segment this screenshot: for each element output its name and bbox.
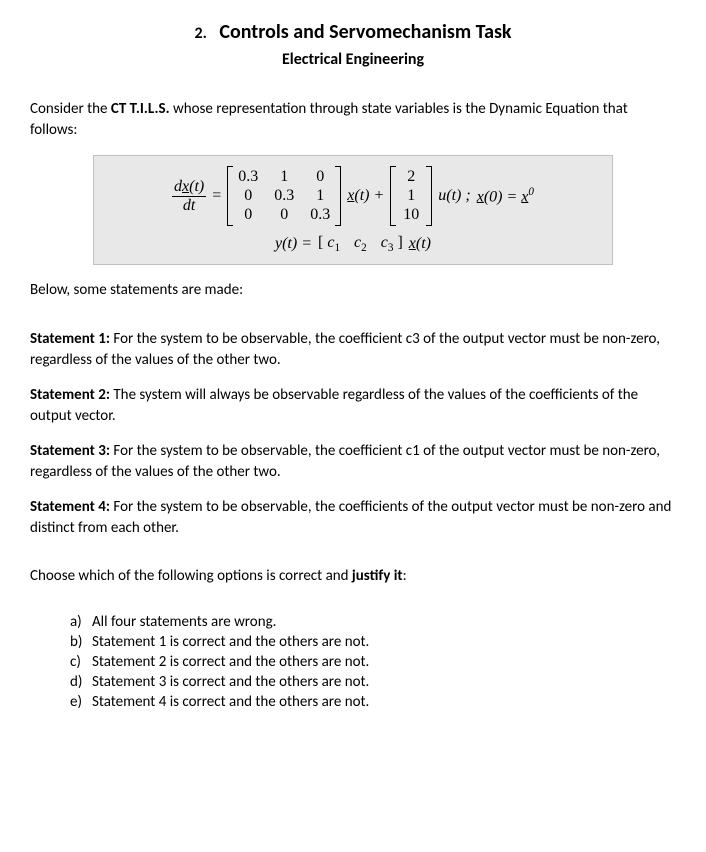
statement-3: Statement 3: For the system to be observ… [30,441,676,483]
y-post: (t) [416,235,431,252]
c2s: 2 [361,242,367,254]
s3-text: For the system to be observable, the coe… [30,442,660,481]
opt-a-lbl: a) [70,613,92,631]
title-line: 2. Controls and Servomechanism Task [30,20,676,44]
a11: 0.3 [237,168,259,186]
option-e: e)Statement 4 is correct and the others … [70,693,676,711]
opt-e-text: Statement 4 is correct and the others ar… [92,693,369,711]
option-b: b)Statement 1 is correct and the others … [70,633,676,651]
s1-text: For the system to be observable, the coe… [30,330,660,369]
option-c: c)Statement 2 is correct and the others … [70,653,676,671]
opt-b-text: Statement 1 is correct and the others ar… [92,633,369,651]
a22: 0.3 [273,187,295,205]
c1s: 1 [334,242,340,254]
opt-c-lbl: c) [70,653,92,671]
a13: 0 [309,168,331,186]
x-of-t-plus: (t) + [354,187,384,204]
x0-x: x [477,188,484,205]
choose-text: Choose which of the following options is… [30,567,676,585]
a32: 0 [273,206,295,224]
frac-d: d [174,178,182,195]
s2-text: The system will always be observable reg… [30,386,638,425]
c-row-vector: [ c1 c2 c3 ] [318,234,403,254]
s1-label: Statement 1: [30,330,110,348]
state-equation: dx(t) dt = 0.3 1 0 0 0.3 1 0 0 0.3 [108,166,598,226]
x0-mid: (0) = [484,188,521,205]
statement-1: Statement 1: For the system to be observ… [30,329,676,371]
output-equation: y(t) = [ c1 c2 c3 ] x(t) [108,234,598,254]
below-text: Below, some statements are made: [30,281,676,299]
equation-box: dx(t) dt = 0.3 1 0 0 0.3 1 0 0 0.3 [93,155,613,265]
statement-4: Statement 4: For the system to be observ… [30,497,676,539]
matrix-B: 2 1 10 [390,166,432,226]
opt-e-lbl: e) [70,693,92,711]
intro-pre: Consider the [30,100,111,118]
intro-text: Consider the CT T.I.L.S. whose represent… [30,99,676,141]
c3: c [381,234,388,251]
opt-b-lbl: b) [70,633,92,651]
frac-den: dt [181,197,197,215]
option-a: a)All four statements are wrong. [70,613,676,631]
matrix-A: 0.3 1 0 0 0.3 1 0 0 0.3 [227,166,341,226]
b2: 1 [400,187,422,205]
b3: 10 [400,206,422,224]
page: 2. Controls and Servomechanism Task Elec… [0,0,706,743]
option-d: d)Statement 3 is correct and the others … [70,673,676,691]
intro-bold: CT T.I.L.S. [111,100,170,118]
a21: 0 [237,187,259,205]
a33: 0.3 [309,206,331,224]
equals-sign: = [212,187,221,205]
a31: 0 [237,206,259,224]
y-lhs: y(t) = [275,235,316,252]
derivative-fraction: dx(t) dt [172,178,206,215]
opt-a-text: All four statements are wrong. [92,613,276,631]
choose-pre: Choose which of the following options is… [30,567,352,585]
s4-label: Statement 4: [30,498,110,516]
choose-post: : [403,567,407,585]
title-number: 2. [194,24,206,43]
options-list: a)All four statements are wrong. b)State… [30,613,676,711]
s2-label: Statement 2: [30,386,110,404]
subtitle: Electrical Engineering [30,50,676,69]
x0-sup: 0 [528,186,534,198]
page-title: Controls and Servomechanism Task [219,20,511,44]
a23: 1 [309,187,331,205]
u-of-t: u(t) ; [438,187,470,205]
s4-text: For the system to be observable, the coe… [30,498,671,537]
rbracket: ] [397,234,402,254]
opt-c-text: Statement 2 is correct and the others ar… [92,653,369,671]
opt-d-text: Statement 3 is correct and the others ar… [92,673,369,691]
b1: 2 [400,168,422,186]
y-x: x [409,235,416,252]
opt-d-lbl: d) [70,673,92,691]
statement-2: Statement 2: The system will always be o… [30,385,676,427]
a12: 1 [273,168,295,186]
c3s: 3 [388,242,394,254]
s3-label: Statement 3: [30,442,110,460]
choose-bold: justify it [352,567,403,585]
frac-t: (t) [189,178,204,195]
